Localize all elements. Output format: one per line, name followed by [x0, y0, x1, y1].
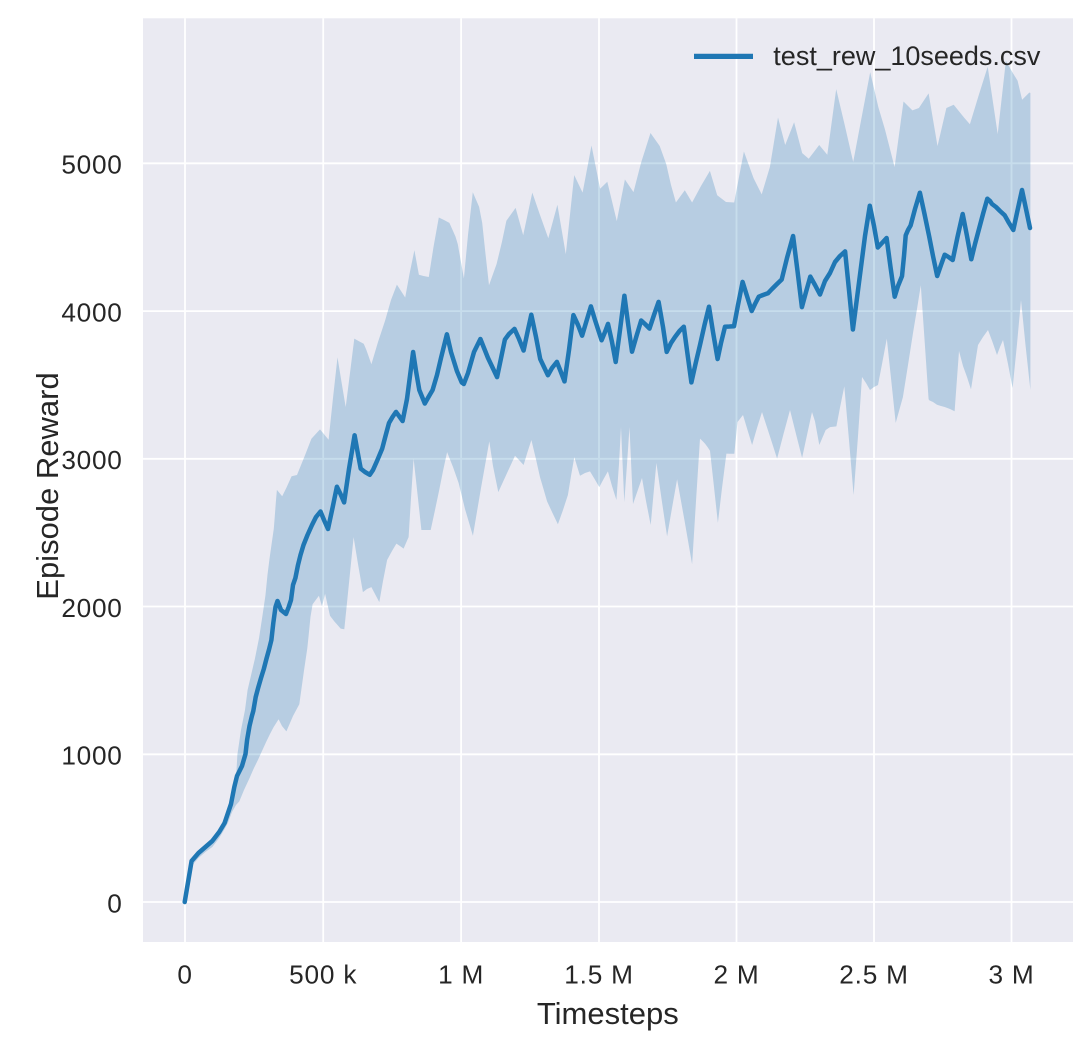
svg-text:1 M: 1 M — [438, 960, 484, 990]
svg-text:Episode Reward: Episode Reward — [30, 372, 65, 599]
svg-text:5000: 5000 — [61, 150, 122, 180]
svg-text:test_rew_10seeds.csv: test_rew_10seeds.csv — [773, 41, 1041, 71]
svg-text:4000: 4000 — [61, 297, 122, 327]
svg-text:1000: 1000 — [61, 741, 122, 771]
svg-text:Timesteps: Timesteps — [537, 996, 679, 1031]
svg-text:3 M: 3 M — [988, 960, 1034, 990]
svg-text:2000: 2000 — [61, 593, 122, 623]
svg-text:3000: 3000 — [61, 445, 122, 475]
svg-text:1.5 M: 1.5 M — [564, 960, 634, 990]
svg-text:2.5 M: 2.5 M — [839, 960, 909, 990]
svg-text:500 k: 500 k — [289, 960, 357, 990]
svg-text:0: 0 — [107, 888, 122, 918]
svg-text:0: 0 — [177, 960, 192, 990]
svg-text:2 M: 2 M — [713, 960, 759, 990]
